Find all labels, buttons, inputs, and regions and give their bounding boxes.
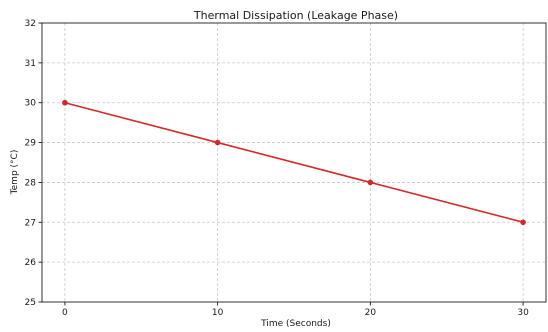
y-tick-label-2: 27: [25, 218, 36, 228]
y-tick-label-4: 29: [25, 139, 37, 149]
plot-frame: [41, 22, 547, 303]
y-tick-label-0: 25: [25, 298, 36, 308]
y-tick-label-3: 28: [25, 178, 37, 188]
data-point-0-2: [367, 179, 374, 186]
y-axis-label: Temp (°C): [10, 150, 20, 196]
chart-title: Thermal Dissipation (Leakage Phase): [193, 9, 398, 22]
x-tick-label-0: 0: [62, 308, 68, 318]
grid: [42, 23, 546, 302]
y-axis: 25 26 27 28 29 30 31 32: [25, 19, 42, 308]
data-point-0-3: [520, 219, 526, 226]
x-tick-label-2: 20: [365, 308, 377, 318]
x-axis: 0 10 20 30: [62, 302, 529, 318]
x-tick-label-1: 10: [212, 308, 224, 318]
x-axis-label: Time (Seconds): [260, 319, 331, 329]
x-tick-label-3: 30: [517, 308, 529, 318]
y-tick-label-5: 30: [25, 99, 37, 109]
y-tick-label-7: 32: [25, 19, 36, 29]
series-line-0: [64, 101, 524, 224]
y-tick-label-1: 26: [25, 258, 37, 268]
data-point-0-1: [214, 139, 221, 146]
series-layer: [62, 99, 526, 226]
y-tick-label-6: 31: [25, 59, 36, 69]
data-point-0-0: [62, 99, 68, 106]
